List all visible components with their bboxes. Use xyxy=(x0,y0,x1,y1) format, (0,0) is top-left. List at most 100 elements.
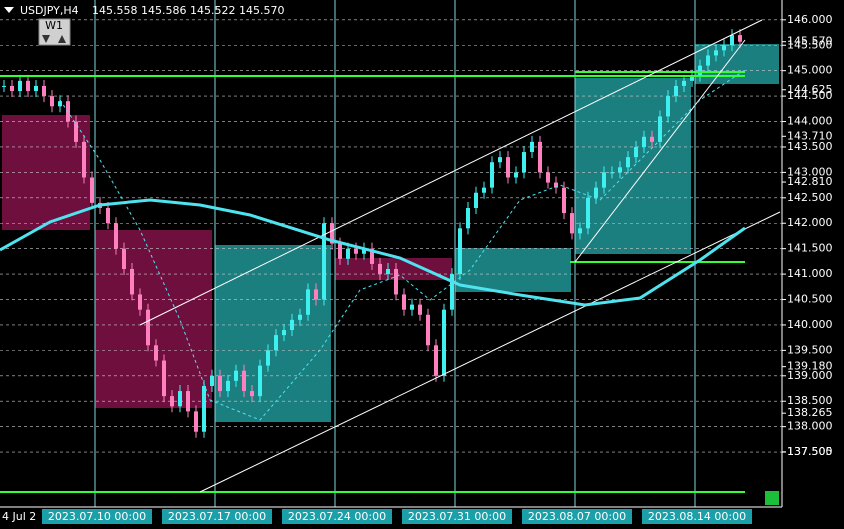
zone xyxy=(95,230,212,408)
time-label-bg xyxy=(642,509,752,524)
price-label: 145.500 xyxy=(787,38,833,51)
candle xyxy=(154,345,158,361)
candle xyxy=(666,96,670,117)
price-label: 144.500 xyxy=(787,89,833,102)
candle xyxy=(234,370,238,381)
candle xyxy=(698,65,702,76)
candle xyxy=(570,213,574,234)
candle xyxy=(634,146,638,158)
moving-average xyxy=(0,198,746,307)
candle xyxy=(386,269,390,275)
candle xyxy=(434,345,438,376)
price-label: 145.000 xyxy=(787,64,833,77)
w1-button[interactable]: W1 xyxy=(38,18,71,46)
candle xyxy=(674,85,678,97)
level-label: 143.710 xyxy=(787,129,833,142)
symbol: USDJPY,H4 xyxy=(20,4,79,17)
time-label: 2023.08.14 00:00 xyxy=(648,510,746,523)
price-label: 137.500 xyxy=(787,445,833,458)
button-label[interactable]: W1 xyxy=(45,19,63,32)
candle xyxy=(162,360,166,397)
candle xyxy=(58,101,62,107)
candle xyxy=(18,80,22,92)
down-arrow[interactable] xyxy=(42,35,50,43)
candle xyxy=(354,248,358,254)
price-label: 142.500 xyxy=(787,191,833,204)
zone xyxy=(215,245,331,422)
candle xyxy=(370,248,374,264)
time-label-bg xyxy=(522,509,632,524)
time-axis: 4 Jul 2 2023.07.10 00:00 2023.07.17 00:00… xyxy=(2,509,752,524)
price-label: 138.000 xyxy=(787,420,833,433)
time-label: 2023.07.24 00:00 xyxy=(288,510,386,523)
candle xyxy=(226,380,230,392)
candle xyxy=(658,116,662,142)
zone xyxy=(455,248,571,292)
candle xyxy=(690,75,694,81)
price-label: 141.000 xyxy=(787,267,833,280)
candle xyxy=(730,35,734,46)
minus-button[interactable] xyxy=(765,491,779,505)
candle xyxy=(546,172,550,183)
candle xyxy=(642,136,646,147)
price-label: 138.500 xyxy=(787,394,833,407)
candle xyxy=(450,274,454,310)
price-label: 144.000 xyxy=(787,115,833,128)
candle xyxy=(194,411,198,432)
candle xyxy=(50,96,54,107)
candle xyxy=(714,50,718,56)
candle xyxy=(210,375,214,386)
candle xyxy=(242,370,246,392)
price-label: 143.000 xyxy=(787,165,833,178)
candle xyxy=(218,375,222,392)
candle xyxy=(330,223,334,244)
candle xyxy=(138,294,142,310)
candle xyxy=(498,157,502,163)
candle xyxy=(282,330,286,336)
candle xyxy=(490,162,494,188)
level-label: 142.810 xyxy=(787,175,833,188)
price-label: 141.500 xyxy=(787,242,833,255)
candle xyxy=(362,248,366,254)
candle xyxy=(314,289,318,300)
candle xyxy=(514,172,518,178)
candle xyxy=(74,121,78,142)
price-axis: 146.000 145.500 145.000 144.500 144.000 143.5… xyxy=(782,13,833,458)
level-label: 139.180 xyxy=(787,360,833,373)
candle xyxy=(10,85,14,92)
candle xyxy=(322,223,326,300)
button-bg[interactable] xyxy=(38,18,71,46)
candle xyxy=(562,187,566,214)
moving-average xyxy=(59,69,746,421)
price-label: 143.500 xyxy=(787,140,833,153)
candle xyxy=(474,192,478,208)
candle xyxy=(458,228,462,275)
candle xyxy=(586,197,590,229)
candle xyxy=(466,207,470,229)
candle xyxy=(82,141,86,178)
candle xyxy=(554,182,558,188)
price-label: 146.000 xyxy=(787,13,833,26)
up-arrow[interactable] xyxy=(58,35,66,43)
candle xyxy=(522,152,526,173)
candle xyxy=(394,269,398,295)
candle xyxy=(186,391,190,412)
time-label: 2023.07.17 00:00 xyxy=(168,510,266,523)
candle xyxy=(530,141,534,153)
candle xyxy=(274,335,278,351)
candle xyxy=(266,350,270,366)
candle xyxy=(506,157,510,178)
candle xyxy=(170,396,174,407)
menu-arrow[interactable] xyxy=(4,7,14,13)
candle xyxy=(298,314,302,320)
candle xyxy=(738,35,742,42)
candle xyxy=(338,243,342,259)
time-label: 2023.07.31 00:00 xyxy=(408,510,506,523)
candle xyxy=(538,141,542,173)
price-label: 139.000 xyxy=(787,369,833,382)
candle xyxy=(306,289,310,315)
candle xyxy=(34,85,38,92)
time-label-bg xyxy=(402,509,512,524)
candle xyxy=(706,55,710,66)
